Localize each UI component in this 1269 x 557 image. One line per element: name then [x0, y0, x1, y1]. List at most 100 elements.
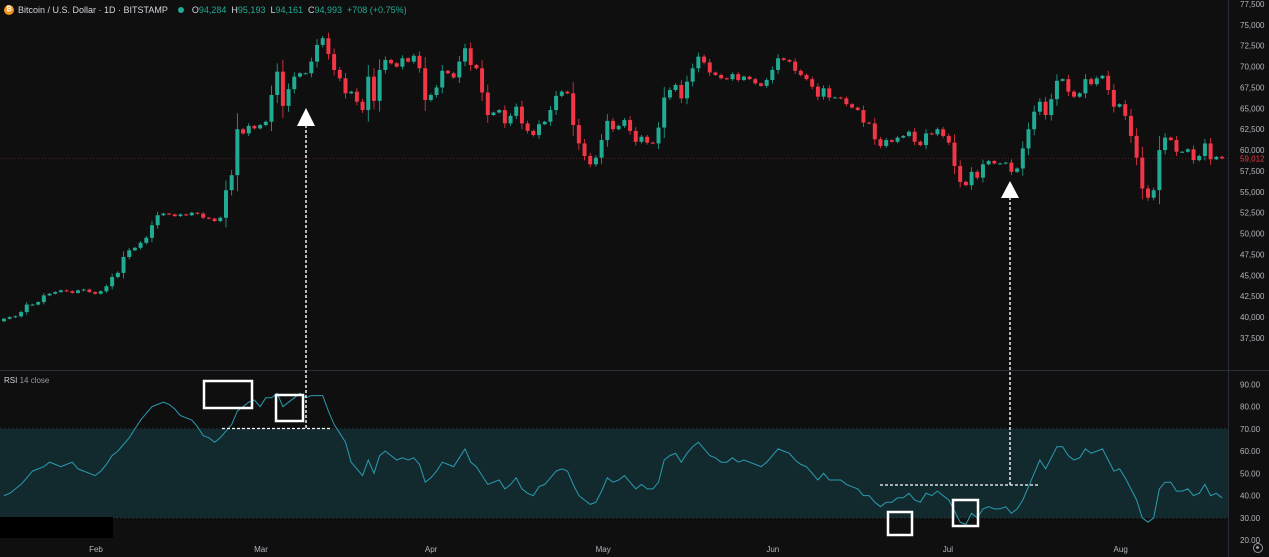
candle-body [918, 141, 923, 146]
ohlc-open: O94,284 [191, 5, 227, 15]
rsi-axis[interactable]: 90.00 80.00 70.00 60.00 50.00 40.00 30.00 20.00 [1240, 380, 1261, 545]
candle-body [1106, 75, 1111, 90]
candle-body [1208, 143, 1213, 160]
candle-body [252, 125, 257, 129]
candle-body [1066, 79, 1071, 92]
price-tick-label: 55,000 [1240, 188, 1265, 197]
candle-body [815, 86, 820, 97]
candle-body [764, 79, 769, 86]
candle-body [838, 97, 843, 99]
candle-body [127, 250, 132, 257]
candle-body [434, 87, 439, 96]
candle-body [1174, 140, 1179, 152]
candle-body [172, 214, 177, 217]
candle-body [787, 59, 792, 62]
candle-body [360, 101, 365, 111]
candle-body [941, 129, 946, 136]
candle-body [246, 125, 251, 134]
time-tick-label: Aug [1114, 545, 1128, 554]
candle-body [542, 121, 547, 125]
candle-body [650, 142, 655, 144]
candle-body [980, 164, 985, 178]
candle-body [110, 277, 115, 287]
time-tick-label: Feb [89, 545, 103, 554]
rsi-tick-label: 80.00 [1240, 403, 1261, 412]
candle-body [1089, 79, 1094, 85]
candle-body [605, 120, 610, 141]
candle-body [457, 61, 462, 78]
candle-body [804, 74, 809, 80]
candle-body [639, 136, 644, 142]
candle-body [508, 115, 513, 124]
candle-body [753, 79, 758, 84]
candle-body [394, 63, 399, 67]
candle-body [1003, 162, 1008, 164]
price-axis[interactable]: 77,500 75,000 72,500 70,000 67,500 65,000 62,5… [1240, 0, 1265, 343]
candle-body [480, 68, 485, 93]
candle-body [1117, 104, 1122, 107]
candle-body [656, 127, 661, 144]
candle-body [263, 121, 268, 126]
candle-body [315, 44, 320, 62]
candle-body [115, 272, 120, 278]
rsi-trough-box-2 [951, 498, 980, 528]
candle-body [280, 71, 285, 106]
candle-body [383, 59, 388, 70]
candle-body [986, 160, 991, 165]
candle-body [588, 155, 593, 165]
last-price-marker: 59,012 [0, 153, 1267, 164]
candle-body [861, 110, 866, 123]
candle-body [1197, 155, 1202, 161]
candle-body [565, 91, 570, 94]
candle-body [1026, 129, 1031, 149]
candle-body [514, 106, 519, 116]
candle-body [525, 123, 530, 131]
candle-body [343, 78, 348, 94]
rsi-line[interactable] [3, 392, 1223, 526]
candle-body [696, 56, 701, 69]
ohlc-close: C94,993 [308, 5, 343, 15]
candle-body [24, 304, 29, 313]
candle-body [645, 136, 650, 143]
candle-body [895, 137, 900, 142]
candle-body [241, 129, 246, 134]
candle-body [70, 291, 75, 293]
candle-body [702, 56, 707, 63]
price-tick-label: 50,000 [1240, 230, 1265, 239]
candle-body [1128, 115, 1133, 136]
candle-body [810, 79, 815, 87]
candle-body [758, 83, 763, 86]
symbol-title[interactable]: Bitcoin / U.S. Dollar · 1D · BITSTAMP [18, 5, 168, 15]
time-tick-label: Apr [425, 545, 438, 554]
rsi-tick-label: 60.00 [1240, 447, 1261, 456]
candle-body [87, 289, 92, 293]
candle-body [554, 95, 559, 111]
settings-gear-icon[interactable] [1253, 543, 1263, 553]
candle-body [770, 69, 775, 80]
candle-body [337, 69, 342, 79]
price-candles[interactable] [2, 32, 1224, 323]
time-axis[interactable]: Feb Mar Apr May Jun Jul Aug [89, 545, 1128, 554]
last-price-label: 59,012 [1240, 154, 1265, 163]
candle-body [1157, 150, 1162, 191]
candle-body [320, 38, 325, 45]
candle-body [149, 225, 154, 238]
chart-header: ₿ Bitcoin / U.S. Dollar · 1D · BITSTAMP … [4, 3, 407, 17]
candle-body [377, 69, 382, 101]
time-tick-label: Mar [254, 545, 268, 554]
candle-body [178, 214, 183, 217]
candle-body [212, 218, 217, 222]
candle-body [1111, 89, 1116, 107]
candle-body [747, 76, 752, 80]
rsi-legend[interactable]: RSI 14 close [4, 376, 49, 385]
candle-body [832, 97, 837, 99]
candle-body [7, 317, 12, 319]
candle-body [292, 76, 297, 90]
candle-body [445, 70, 450, 74]
candle-body [662, 97, 667, 128]
candle-body [1049, 99, 1054, 116]
price-tick-label: 67,500 [1240, 83, 1265, 92]
candle-body [223, 190, 228, 218]
rsi-tick-label: 40.00 [1240, 492, 1261, 501]
